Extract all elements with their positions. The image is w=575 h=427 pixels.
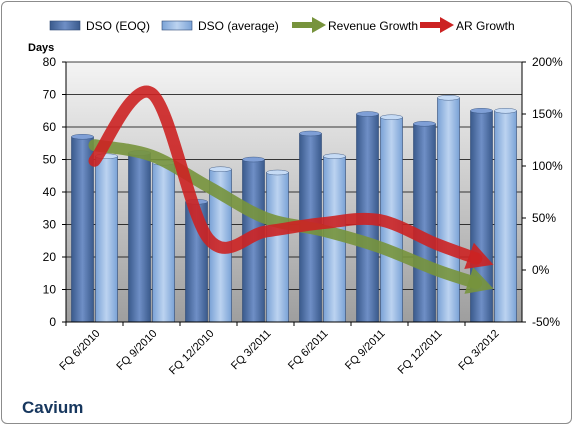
- right-tick-label: 200%: [532, 55, 563, 69]
- bar-cap: [323, 153, 346, 159]
- company-name: Cavium: [22, 398, 84, 417]
- left-tick-label: 40: [43, 185, 57, 199]
- right-tick-label: 100%: [532, 159, 563, 173]
- x-tick-label: FQ 9/2011: [343, 328, 388, 373]
- legend-arrow-ar-growth: [440, 17, 454, 33]
- bar-cap: [242, 156, 265, 163]
- legend-arrow-revenue-growth: [312, 17, 326, 33]
- bar-cap: [494, 108, 517, 114]
- bar-cap: [470, 108, 493, 114]
- bar-cap: [266, 169, 289, 176]
- bar-cap: [356, 111, 379, 117]
- right-tick-label: 150%: [532, 107, 563, 121]
- right-tick-label: 0%: [532, 263, 550, 277]
- x-tick-label: FQ 12/2011: [396, 328, 445, 377]
- legend-label-ar-growth: AR Growth: [456, 19, 515, 33]
- ar-growth-arrowhead: [464, 242, 494, 270]
- legend-label-dso-average-: DSO (average): [198, 19, 279, 33]
- bar-dso-average-: [95, 155, 118, 323]
- bar-cap: [71, 134, 94, 140]
- revenue-growth-arrowhead: [464, 267, 494, 294]
- bar-cap: [299, 130, 322, 137]
- left-tick-label: 60: [43, 120, 57, 134]
- right-tick-label: -50%: [532, 315, 560, 329]
- left-tick-label: 70: [43, 88, 57, 102]
- legend-swatch-dso-eoq-: [49, 20, 81, 31]
- bar-cap: [209, 166, 232, 172]
- bar-dso-average-: [437, 97, 460, 323]
- bar-cap: [413, 121, 436, 127]
- legend-label-revenue-growth: Revenue Growth: [328, 19, 418, 33]
- bar-dso-eoq-: [413, 123, 436, 323]
- left-tick-label: 20: [43, 250, 57, 264]
- legend-label-dso-eoq-: DSO (EOQ): [86, 19, 150, 33]
- ar-growth-line: [88, 85, 483, 265]
- x-tick-label: FQ 6/2010: [57, 328, 102, 373]
- y-axis-title: Days: [28, 42, 54, 54]
- left-tick-label: 30: [43, 218, 57, 232]
- left-tick-label: 0: [49, 315, 56, 329]
- bar-dso-eoq-: [128, 152, 151, 323]
- bar-cap: [380, 114, 403, 120]
- x-tick-label: FQ 6/2011: [286, 328, 331, 373]
- x-tick-label: FQ 3/2012: [456, 328, 501, 373]
- left-tick-label: 50: [43, 153, 57, 167]
- left-tick-label: 80: [43, 55, 57, 69]
- legend-swatch-dso-average-: [161, 20, 193, 31]
- bar-dso-average-: [494, 110, 517, 323]
- bar-cap: [437, 95, 460, 101]
- right-tick-label: 50%: [532, 211, 556, 225]
- left-tick-label: 10: [43, 283, 57, 297]
- bar-dso-average-: [152, 162, 175, 323]
- x-tick-label: FQ 3/2011: [229, 328, 274, 373]
- x-tick-label: FQ 12/2010: [167, 328, 217, 378]
- bar-dso-average-: [266, 172, 289, 323]
- x-tick-label: FQ 9/2010: [114, 328, 159, 373]
